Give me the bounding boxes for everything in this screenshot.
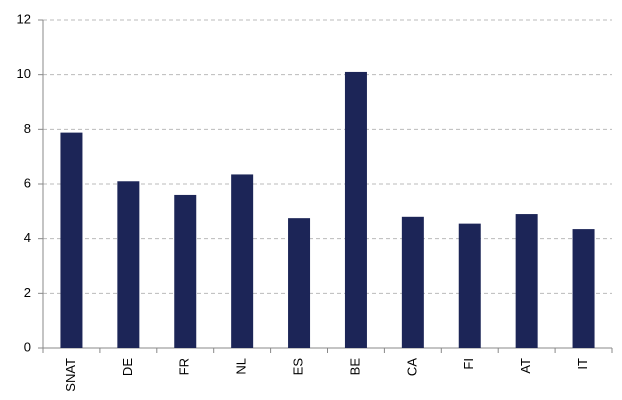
y-tick-label: 8 <box>24 121 31 136</box>
x-tick-label: AT <box>518 358 533 374</box>
x-tick-label: IT <box>575 358 590 370</box>
x-tick-label: SNAT <box>63 358 78 392</box>
bar <box>231 174 254 348</box>
bar <box>60 132 83 348</box>
y-tick-label: 10 <box>17 66 31 81</box>
y-tick-label: 4 <box>24 230 31 245</box>
x-tick-label: FI <box>461 358 476 370</box>
y-tick-label: 12 <box>17 11 31 26</box>
bar <box>117 181 140 348</box>
y-tick-label: 2 <box>24 285 31 300</box>
bar <box>344 71 367 348</box>
bar <box>458 223 481 348</box>
x-tick-label: NL <box>234 358 249 375</box>
bar <box>401 216 424 348</box>
y-tick-label: 0 <box>24 339 31 354</box>
x-tick-label: ES <box>290 358 305 376</box>
x-tick-label: DE <box>120 358 135 376</box>
x-tick-label: FR <box>177 358 192 375</box>
y-tick-label: 6 <box>24 175 31 190</box>
bar <box>174 194 197 348</box>
bar <box>572 229 595 348</box>
x-tick-label: BE <box>347 358 362 376</box>
x-tick-label: CA <box>404 358 419 376</box>
bar <box>515 214 538 348</box>
bar <box>288 218 311 348</box>
